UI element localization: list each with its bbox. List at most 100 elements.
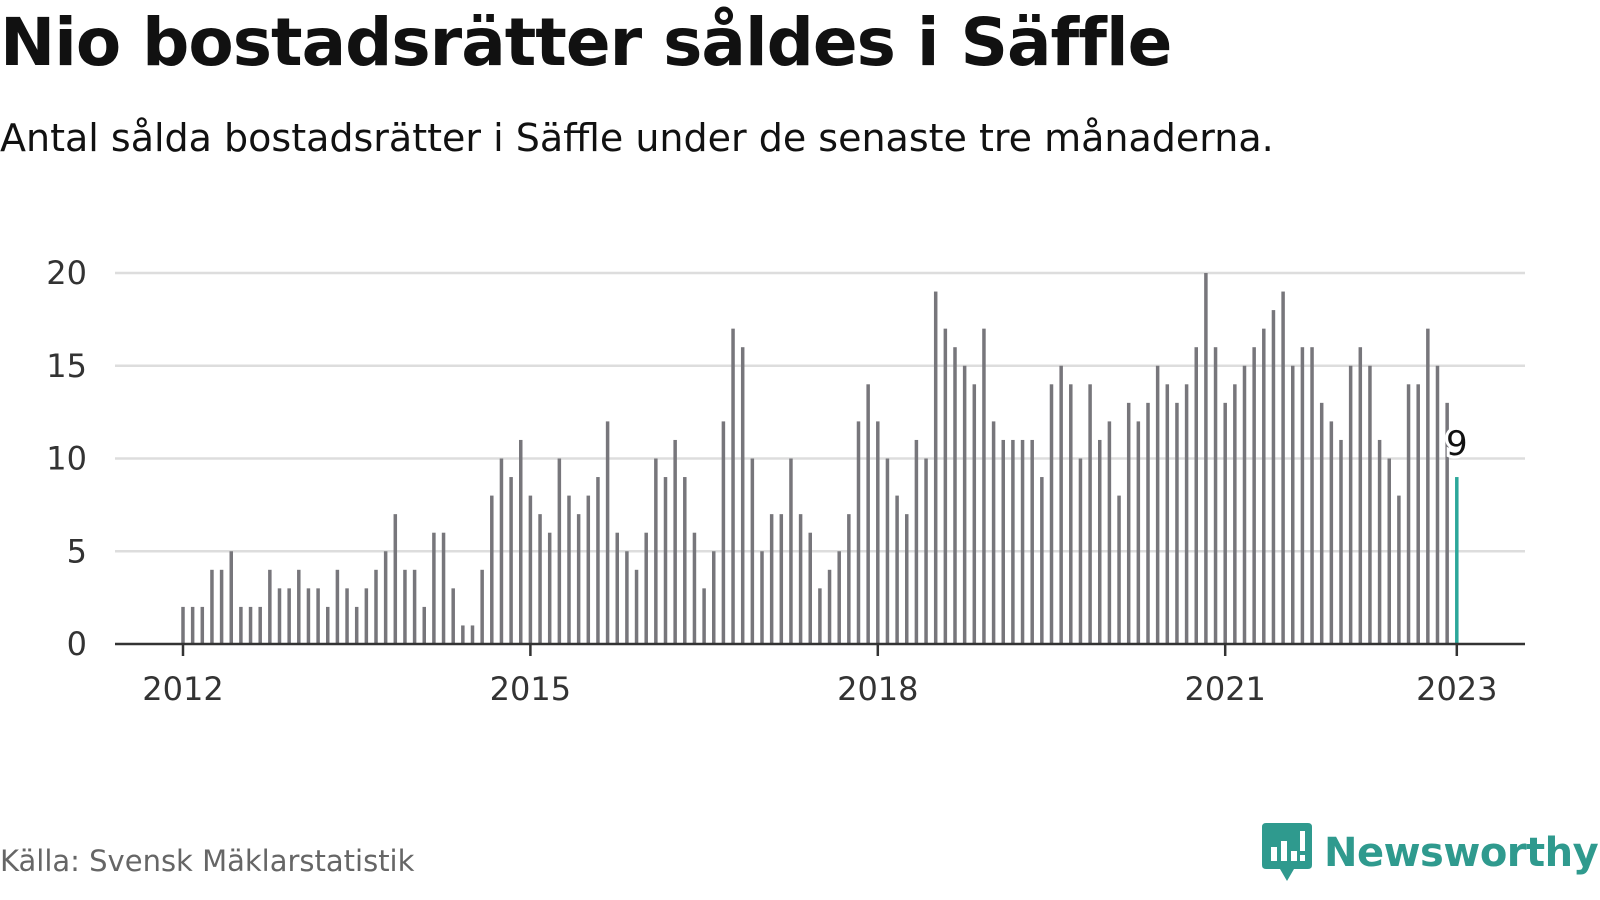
bar <box>354 606 359 644</box>
bar <box>663 477 668 644</box>
bar <box>818 588 822 644</box>
bar <box>519 439 523 644</box>
x-tick-label: 2018 <box>837 670 918 708</box>
bar <box>277 588 282 644</box>
bar <box>654 458 658 644</box>
bar <box>644 532 648 644</box>
bar <box>345 588 349 644</box>
bar <box>1397 495 1401 644</box>
bar <box>1146 402 1150 644</box>
bar <box>760 551 764 644</box>
bar <box>692 532 697 644</box>
bar <box>1059 365 1063 644</box>
bar <box>297 569 301 644</box>
bar <box>991 421 996 644</box>
bar <box>316 588 320 644</box>
bar <box>972 384 977 644</box>
bar <box>962 365 967 644</box>
bar <box>1213 347 1218 644</box>
bar <box>895 495 899 644</box>
bar <box>615 532 619 644</box>
bar <box>461 625 465 644</box>
bar <box>683 477 687 644</box>
bar <box>625 551 629 644</box>
bar <box>210 569 214 644</box>
bar <box>1098 439 1102 644</box>
bar <box>432 532 436 644</box>
bar <box>1107 421 1112 644</box>
y-tick-label: 10 <box>46 440 87 478</box>
bar <box>1126 402 1131 644</box>
bar <box>451 588 455 644</box>
logo-text: Newsworthy <box>1324 830 1599 876</box>
bar <box>1117 495 1121 644</box>
bar <box>480 569 484 644</box>
bar <box>1262 328 1266 644</box>
bar <box>866 384 870 644</box>
bar <box>499 458 504 644</box>
bar <box>1377 439 1382 644</box>
bar <box>779 514 784 644</box>
bar <box>982 328 986 644</box>
bar <box>306 588 311 644</box>
bar <box>1155 365 1160 644</box>
bar <box>769 514 774 644</box>
bar <box>1184 384 1189 644</box>
bar <box>335 569 340 644</box>
bar <box>876 421 880 644</box>
bar <box>750 458 755 644</box>
x-tick-label: 2015 <box>490 670 571 708</box>
bar <box>1291 365 1295 644</box>
bar <box>953 347 957 644</box>
bar <box>509 477 513 644</box>
bar <box>789 458 793 644</box>
bar <box>721 421 726 644</box>
bar <box>1049 384 1054 644</box>
bar <box>1348 365 1353 644</box>
data-label-last: 9 <box>1446 424 1468 464</box>
bar <box>1223 402 1227 644</box>
bar <box>1175 402 1179 644</box>
bar <box>364 588 369 644</box>
chart-subtitle: Antal sålda bostadsrätter i Säffle under… <box>0 116 1274 160</box>
bar <box>287 588 291 644</box>
x-tick-label: 2021 <box>1184 670 1265 708</box>
bar <box>1300 347 1305 644</box>
bar <box>827 569 832 644</box>
bar <box>547 532 552 644</box>
bar <box>1368 365 1372 644</box>
bar <box>1001 439 1005 644</box>
chart-title: Nio bostadsrätter såldes i Säffle <box>0 4 1172 81</box>
y-tick-label: 20 <box>46 254 87 292</box>
bar <box>383 551 388 644</box>
bar <box>268 569 272 644</box>
bar <box>885 458 890 644</box>
bar <box>190 606 195 644</box>
bar <box>393 514 398 644</box>
x-tick-label: 2023 <box>1416 670 1497 708</box>
bar <box>470 625 475 644</box>
bar <box>673 439 677 644</box>
bar <box>229 551 233 644</box>
bar <box>1358 347 1363 644</box>
bar <box>847 514 851 644</box>
source-note: Källa: Svensk Mäklarstatistik <box>0 844 415 878</box>
bar <box>1426 328 1430 644</box>
bar <box>1319 402 1324 644</box>
bar <box>557 458 562 644</box>
newsworthy-logo: Newsworthy <box>1262 822 1599 884</box>
bar <box>248 606 253 644</box>
bar <box>374 569 378 644</box>
bar <box>1040 477 1044 644</box>
bar <box>1136 421 1141 644</box>
bar <box>1387 458 1391 644</box>
bar <box>200 606 205 644</box>
x-tick-label: 2012 <box>142 670 223 708</box>
bar <box>586 495 591 644</box>
bar <box>490 495 494 644</box>
bar <box>567 495 571 644</box>
bar <box>605 421 610 644</box>
bar <box>924 458 928 644</box>
bar <box>1069 384 1073 644</box>
bar <box>1339 439 1343 644</box>
